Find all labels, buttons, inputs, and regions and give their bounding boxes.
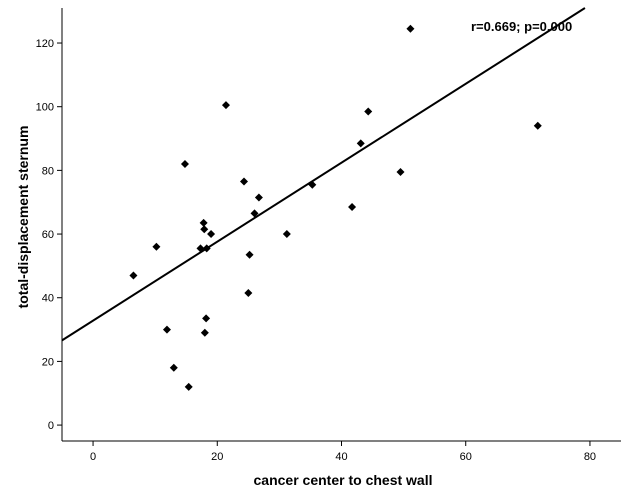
regression-line	[61, 7, 586, 342]
data-point	[152, 242, 161, 251]
data-point	[356, 139, 365, 148]
y-tick-label: 0	[48, 420, 54, 432]
data-point	[533, 121, 542, 130]
plot-axes	[57, 8, 621, 446]
data-point	[199, 218, 208, 227]
x-tick-label: 40	[335, 451, 347, 463]
correlation-annotation: r=0.669; p=0.000	[471, 19, 572, 34]
y-axis-title: total-displacement sternum	[15, 126, 31, 309]
data-point	[202, 314, 211, 323]
data-points	[129, 24, 542, 391]
y-tick-label: 120	[36, 38, 54, 50]
data-point	[196, 244, 205, 253]
data-point	[244, 288, 253, 297]
y-tick-label: 20	[42, 356, 54, 368]
y-tick-label: 100	[36, 102, 54, 114]
data-point	[200, 225, 209, 234]
data-point	[162, 325, 171, 334]
y-tick-label: 40	[42, 293, 54, 305]
data-point	[180, 160, 189, 169]
tick-labels: 0 20 40 60 80 0 20 40 60 80 100 120	[36, 38, 596, 463]
data-point	[202, 244, 211, 253]
data-point	[184, 382, 193, 391]
x-tick-label: 80	[584, 451, 596, 463]
data-point	[245, 250, 254, 259]
data-point	[200, 328, 209, 337]
data-point	[169, 363, 178, 372]
x-tick-label: 60	[460, 451, 472, 463]
data-point	[250, 209, 259, 218]
x-tick-label: 0	[90, 451, 96, 463]
data-point	[308, 180, 317, 189]
x-tick-label: 20	[211, 451, 223, 463]
data-point	[129, 271, 138, 280]
data-point	[221, 101, 230, 110]
data-point	[348, 202, 357, 211]
data-point	[406, 24, 415, 33]
data-point	[396, 167, 405, 176]
data-point	[239, 177, 248, 186]
y-tick-label: 80	[42, 165, 54, 177]
data-point	[254, 193, 263, 202]
x-axis-title: cancer center to chest wall	[254, 472, 433, 488]
data-point	[207, 230, 216, 239]
data-point	[364, 107, 373, 116]
data-point	[282, 230, 291, 239]
y-tick-label: 60	[42, 229, 54, 241]
